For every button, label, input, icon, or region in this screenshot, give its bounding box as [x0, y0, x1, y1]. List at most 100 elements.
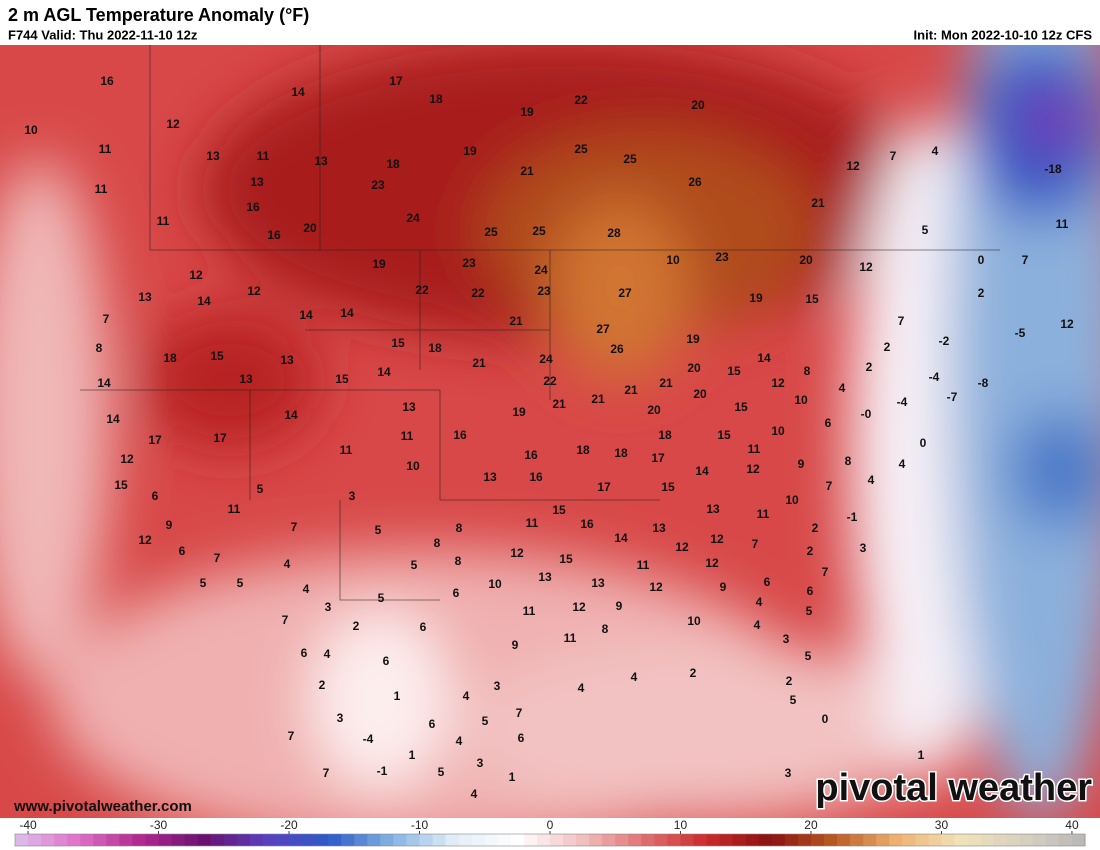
- anomaly-label: 15: [727, 364, 741, 378]
- anomaly-label: 16: [529, 470, 543, 484]
- colorbar-swatch: [289, 834, 303, 846]
- anomaly-label: 5: [237, 576, 244, 590]
- colorbar-swatch: [67, 834, 81, 846]
- colorbar-swatch: [197, 834, 212, 846]
- anomaly-label: 21: [520, 164, 534, 178]
- anomaly-label: -4: [897, 395, 908, 409]
- anomaly-label: 14: [377, 365, 391, 379]
- anomaly-label: 8: [845, 454, 852, 468]
- anomaly-label: 13: [706, 502, 720, 516]
- anomaly-label: 2: [812, 521, 819, 535]
- anomaly-label: 10: [794, 393, 808, 407]
- anomaly-label: 15: [210, 349, 224, 363]
- anomaly-label: 11: [748, 442, 761, 456]
- anomaly-label: 19: [749, 291, 763, 305]
- anomaly-label: 16: [524, 448, 538, 462]
- anomaly-label: 0: [978, 253, 985, 267]
- colorbar-swatch: [406, 834, 421, 846]
- anomaly-label: 4: [756, 595, 763, 609]
- anomaly-label: 2: [807, 544, 814, 558]
- anomaly-label: 13: [239, 372, 253, 386]
- colorbar-swatch: [497, 834, 512, 846]
- anomaly-label: 13: [483, 470, 497, 484]
- anomaly-label: 15: [717, 428, 731, 442]
- anomaly-label: 7: [1022, 253, 1029, 267]
- anomaly-label: 1: [409, 748, 416, 762]
- anomaly-label: 14: [291, 85, 305, 99]
- colorbar-swatch: [745, 834, 760, 846]
- colorbar-swatch: [484, 834, 499, 846]
- anomaly-label: 2: [978, 286, 985, 300]
- anomaly-label: 12: [705, 556, 719, 570]
- anomaly-label: 12: [572, 600, 586, 614]
- colorbar-swatch: [954, 834, 969, 846]
- anomaly-label: 12: [120, 452, 134, 466]
- colorbar-swatch: [654, 834, 668, 846]
- colorbar-swatch: [223, 834, 238, 846]
- anomaly-label: 16: [100, 74, 114, 88]
- anomaly-label: 20: [799, 253, 813, 267]
- anomaly-label: 18: [576, 443, 590, 457]
- anomaly-label: 12: [846, 159, 860, 173]
- anomaly-label: 1: [394, 689, 401, 703]
- anomaly-label: 25: [532, 224, 546, 238]
- anomaly-label: 3: [860, 541, 867, 555]
- anomaly-label: 2: [353, 619, 360, 633]
- anomaly-label: 9: [616, 599, 623, 613]
- colorbar-tick-label: 40: [1065, 818, 1079, 832]
- anomaly-label: 22: [574, 93, 588, 107]
- colorbar-swatch: [15, 834, 29, 846]
- anomaly-label: 13: [280, 353, 294, 367]
- colorbar-swatch: [706, 834, 721, 846]
- colorbar-swatch: [380, 834, 394, 846]
- anomaly-label: 26: [610, 342, 624, 356]
- anomaly-label: 11: [1056, 217, 1069, 231]
- anomaly-label: -1: [847, 510, 858, 524]
- colorbar-swatch: [432, 834, 447, 846]
- anomaly-label: 7: [826, 479, 833, 493]
- anomaly-label: 10: [687, 614, 701, 628]
- init-time: Init: Mon 2022-10-10 12z CFS: [914, 27, 1093, 42]
- colorbar-swatch: [536, 834, 551, 846]
- anomaly-label: 14: [97, 376, 111, 390]
- anomaly-label: 11: [757, 507, 770, 521]
- anomaly-label: 14: [284, 408, 298, 422]
- colorbar-swatch: [667, 834, 681, 846]
- colorbar-swatch: [1071, 834, 1086, 846]
- colorbar-swatch: [249, 834, 264, 846]
- anomaly-label: 6: [301, 646, 308, 660]
- anomaly-label: 13: [314, 154, 328, 168]
- anomaly-label: 8: [96, 341, 103, 355]
- anomaly-label: 5: [375, 523, 382, 537]
- anomaly-label: 9: [166, 518, 173, 532]
- anomaly-label: 5: [805, 649, 812, 663]
- anomaly-label: 3: [337, 711, 344, 725]
- colorbar-swatch: [171, 834, 186, 846]
- colorbar-swatch: [576, 834, 590, 846]
- anomaly-label: 2: [786, 674, 793, 688]
- colorbar-swatch: [850, 834, 864, 846]
- anomaly-label: 18: [429, 92, 443, 106]
- colorbar-swatch: [210, 834, 225, 846]
- anomaly-label: 15: [661, 480, 675, 494]
- anomaly-label: 14: [106, 412, 120, 426]
- anomaly-label: 20: [647, 403, 661, 417]
- valid-time: F744 Valid: Thu 2022-11-10 12z: [8, 27, 198, 42]
- anomaly-label: 14: [340, 306, 354, 320]
- colorbar-swatch: [602, 834, 616, 846]
- anomaly-label: 3: [785, 766, 792, 780]
- anomaly-label: -4: [929, 370, 940, 384]
- anomaly-label: 20: [687, 361, 701, 375]
- anomaly-label: 22: [415, 283, 429, 297]
- colorbar-swatch: [928, 834, 942, 846]
- anomaly-label: 14: [695, 464, 709, 478]
- anomaly-label: 17: [148, 433, 162, 447]
- colorbar-swatch: [341, 834, 355, 846]
- colorbar-swatch: [41, 834, 55, 846]
- colorbar-swatch: [824, 834, 838, 846]
- anomaly-label: 28: [607, 226, 621, 240]
- anomaly-label: 7: [291, 520, 298, 534]
- anomaly-label: 12: [1060, 317, 1074, 331]
- anomaly-label: 14: [757, 351, 771, 365]
